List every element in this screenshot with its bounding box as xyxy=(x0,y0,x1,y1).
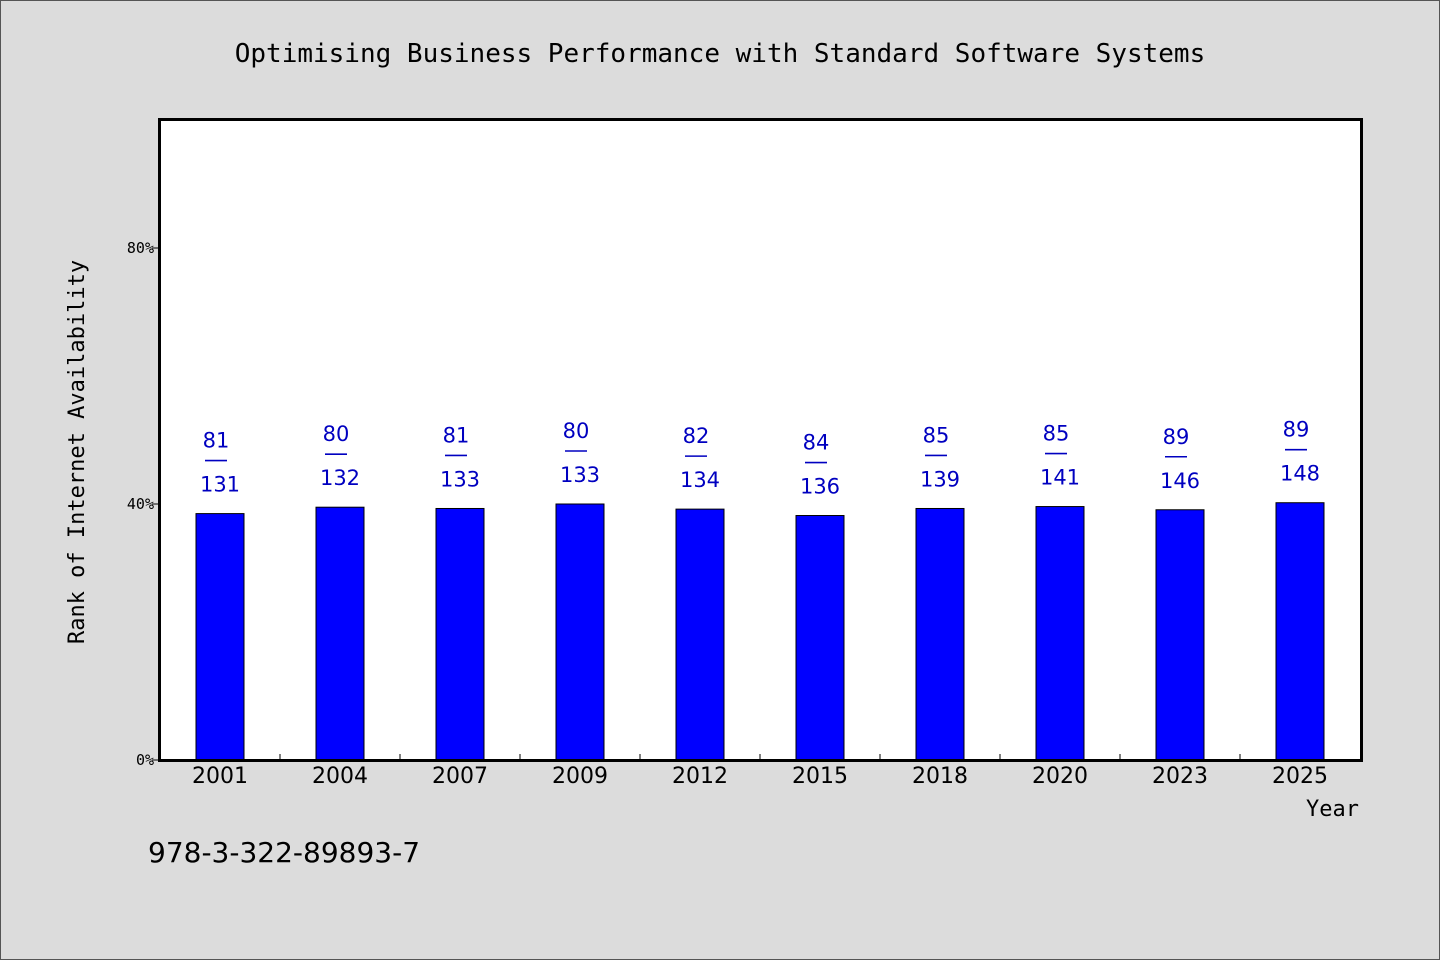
x-tick-label-2009: 2009 xyxy=(552,764,608,789)
bar-labels: 81 131 80 132 81 133 80 133 82 134 84 136 85 139 85 141… xyxy=(200,418,1320,499)
bar-2020 xyxy=(1035,506,1085,761)
bar-label-top-2018: 85 xyxy=(923,423,950,447)
y-axis-label: Rank of Internet Availability xyxy=(65,260,90,644)
bar-2018 xyxy=(915,507,965,761)
x-tick-label-2007: 2007 xyxy=(432,764,488,789)
x-axis-label: Year xyxy=(1306,797,1359,822)
x-tick-label-2004: 2004 xyxy=(312,764,368,789)
bar-label-top-2020: 85 xyxy=(1043,422,1070,446)
x-tick-label-2018: 2018 xyxy=(912,764,968,789)
x-tick-label-2012: 2012 xyxy=(672,764,728,789)
chart-title: Optimising Business Performance with Sta… xyxy=(235,39,1206,69)
bar-label-top-2023: 89 xyxy=(1163,425,1190,449)
bar-label-bottom-2012: 134 xyxy=(680,468,720,492)
footnote-isbn: 978-3-322-89893-7 xyxy=(148,836,420,869)
x-tick-label-2020: 2020 xyxy=(1032,764,1088,789)
bar-label-bottom-2004: 132 xyxy=(320,466,360,490)
y-tick-label: 40% xyxy=(127,495,154,513)
bar-label-top-2001: 81 xyxy=(203,429,230,453)
bar-label-bottom-2025: 148 xyxy=(1280,462,1320,486)
bar-label-bottom-2007: 133 xyxy=(440,467,480,491)
bar-label-bottom-2020: 141 xyxy=(1040,466,1080,490)
x-tick-label-2015: 2015 xyxy=(792,764,848,789)
y-axis-ticks: 0% 40% 80% xyxy=(127,239,160,769)
y-tick-label: 0% xyxy=(136,751,154,769)
bar-label-bottom-2015: 136 xyxy=(800,475,840,499)
y-tick-label: 80% xyxy=(127,239,154,257)
bar-label-bottom-2023: 146 xyxy=(1160,469,1200,493)
bar-2015 xyxy=(795,515,845,761)
bar-label-top-2012: 82 xyxy=(683,424,710,448)
x-tick-label-2023: 2023 xyxy=(1152,764,1208,789)
bar-2004 xyxy=(315,506,365,761)
bar-label-top-2015: 84 xyxy=(803,431,830,455)
bar-label-bottom-2009: 133 xyxy=(560,463,600,487)
bar-2023 xyxy=(1155,509,1205,761)
bar-2009 xyxy=(555,503,605,761)
bar-2001 xyxy=(195,513,245,761)
bar-2012 xyxy=(675,508,725,761)
bar-label-bottom-2001: 131 xyxy=(200,473,240,497)
x-tick-label-2025: 2025 xyxy=(1272,764,1328,789)
bar-2025 xyxy=(1275,502,1325,761)
bar-2007 xyxy=(435,507,485,761)
bar-label-top-2007: 81 xyxy=(443,423,470,447)
bars xyxy=(195,502,1325,761)
bar-label-top-2009: 80 xyxy=(563,419,590,443)
bar-label-bottom-2018: 139 xyxy=(920,467,960,491)
bar-label-top-2025: 89 xyxy=(1283,418,1310,442)
x-tick-label-2001: 2001 xyxy=(192,764,248,789)
plot-frame xyxy=(158,118,1363,762)
bar-label-top-2004: 80 xyxy=(323,422,350,446)
